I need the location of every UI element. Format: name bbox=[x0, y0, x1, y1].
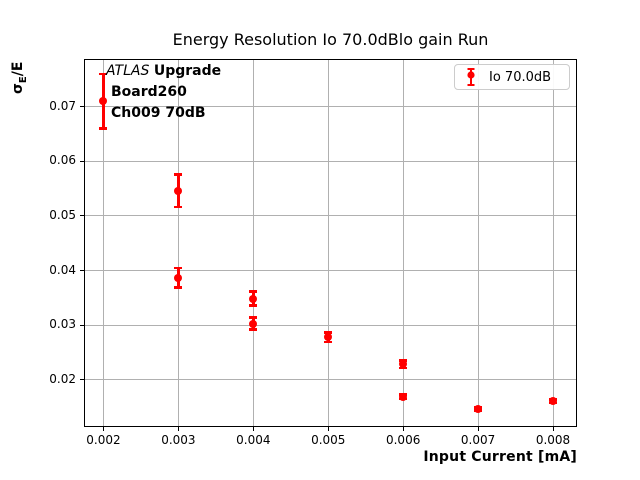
error-cap-top bbox=[249, 316, 258, 319]
errorbar-marker-icon bbox=[467, 68, 475, 86]
y-tick bbox=[80, 160, 84, 162]
error-cap-bottom bbox=[174, 286, 183, 289]
data-point bbox=[324, 333, 333, 342]
y-gridline bbox=[84, 215, 577, 217]
data-point bbox=[399, 360, 408, 369]
x-tick-label: 0.005 bbox=[311, 433, 346, 447]
error-cap-bottom bbox=[174, 205, 183, 209]
legend-label: Io 70.0dB bbox=[489, 69, 552, 85]
x-tick bbox=[327, 427, 329, 431]
x-tick-label: 0.002 bbox=[86, 433, 121, 447]
data-point bbox=[174, 273, 183, 282]
x-gridline bbox=[177, 59, 179, 427]
annotation-line-2: Board260 bbox=[111, 84, 187, 100]
error-cap-top bbox=[249, 290, 258, 293]
x-tick-label: 0.006 bbox=[385, 433, 421, 447]
annotation-upgrade: Upgrade bbox=[153, 63, 222, 79]
data-point bbox=[99, 97, 108, 106]
chart-title: Energy Resolution Io 70.0dBlo gain Run bbox=[172, 30, 489, 49]
error-cap-bottom bbox=[249, 328, 258, 331]
error-cap-top bbox=[99, 72, 108, 75]
x-tick bbox=[252, 427, 254, 431]
y-tick-label: 0.03 bbox=[49, 317, 76, 332]
y-gridline bbox=[84, 270, 577, 272]
x-tick-label: 0.008 bbox=[535, 433, 571, 447]
error-cap-top bbox=[174, 173, 183, 176]
y-tick bbox=[80, 324, 84, 326]
annotation: ATLAS Upgrade Board260 Ch009 70dB bbox=[106, 61, 221, 124]
x-tick bbox=[477, 427, 479, 431]
y-gridline bbox=[84, 379, 577, 381]
x-gridline bbox=[477, 59, 479, 427]
x-gridline bbox=[327, 59, 329, 427]
y-gridline bbox=[84, 106, 577, 108]
data-point bbox=[249, 319, 258, 328]
annotation-line-3: Ch009 70dB bbox=[111, 105, 206, 121]
y-tick bbox=[80, 215, 84, 217]
error-cap-top bbox=[174, 266, 183, 270]
legend: Io 70.0dB bbox=[454, 64, 570, 90]
data-point bbox=[174, 186, 183, 195]
y-tick bbox=[80, 270, 84, 272]
y-tick-label: 0.06 bbox=[49, 153, 76, 168]
data-point bbox=[399, 392, 408, 401]
data-point bbox=[549, 397, 558, 406]
x-tick bbox=[552, 427, 554, 431]
error-cap-top bbox=[324, 331, 333, 334]
y-tick bbox=[80, 379, 84, 381]
y-tick-label: 0.02 bbox=[49, 371, 76, 386]
y-gridline bbox=[84, 324, 577, 326]
y-tick-label: 0.04 bbox=[49, 262, 76, 277]
x-tick bbox=[102, 427, 104, 431]
x-gridline bbox=[102, 59, 104, 427]
x-gridline bbox=[402, 59, 404, 427]
y-tick-label: 0.07 bbox=[49, 98, 76, 113]
data-point bbox=[249, 294, 258, 303]
annotation-line-1: ATLAS Upgrade bbox=[106, 61, 221, 82]
y-tick bbox=[80, 106, 84, 108]
error-cap-bottom bbox=[99, 127, 108, 130]
x-tick bbox=[177, 427, 179, 431]
x-tick-label: 0.003 bbox=[161, 433, 196, 447]
x-axis-label: Input Current [mA] bbox=[423, 449, 577, 465]
x-gridline bbox=[252, 59, 254, 427]
error-cap-bottom bbox=[249, 304, 258, 307]
x-tick-label: 0.004 bbox=[236, 433, 271, 447]
data-point bbox=[474, 404, 483, 413]
y-gridline bbox=[84, 160, 577, 162]
x-tick bbox=[402, 427, 404, 431]
error-cap-bottom bbox=[324, 340, 333, 344]
x-tick-label: 0.007 bbox=[460, 433, 496, 447]
y-tick-label: 0.05 bbox=[49, 207, 76, 222]
x-gridline bbox=[552, 59, 554, 427]
annotation-atlas: ATLAS bbox=[106, 63, 150, 79]
